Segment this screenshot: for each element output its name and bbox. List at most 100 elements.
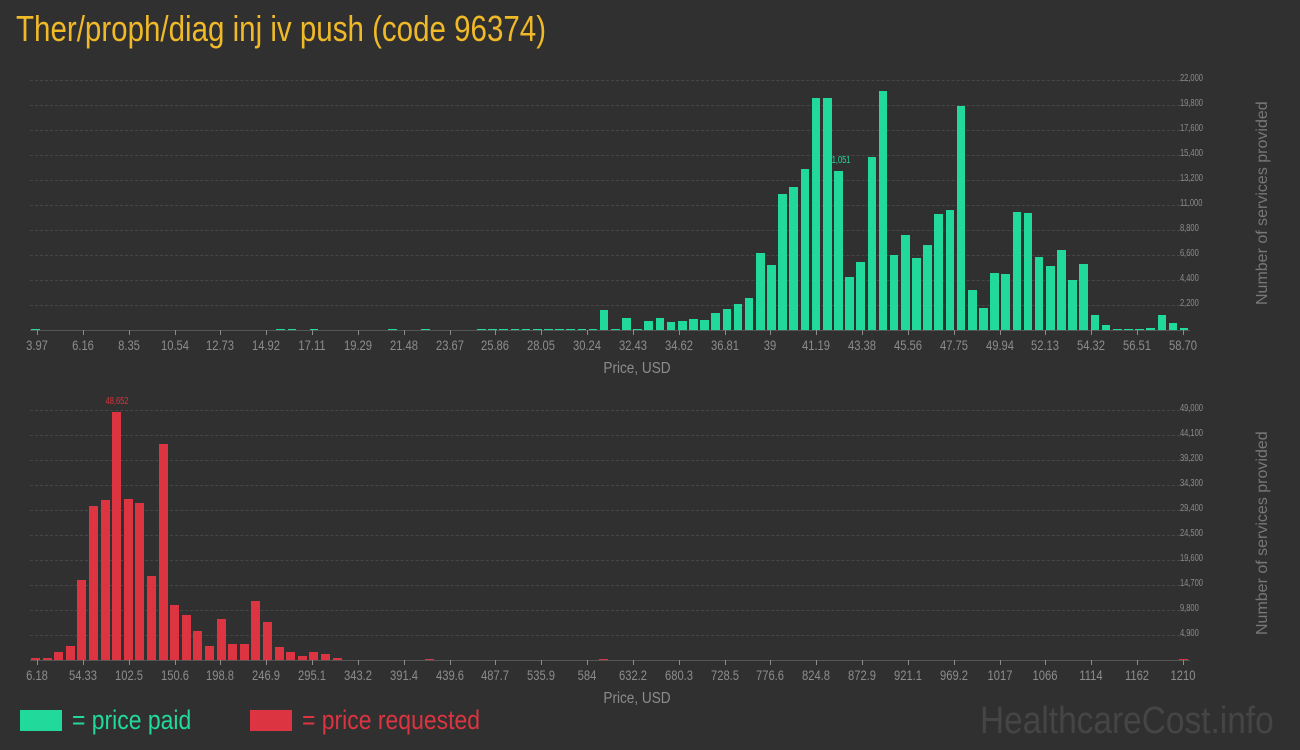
histogram-bar [599,309,609,330]
histogram-bar [611,328,620,330]
x-tick-mark [953,660,955,665]
gridline [30,230,1190,231]
histogram-bar [923,244,932,330]
x-tick-mark [312,660,314,665]
histogram-bar [112,411,122,660]
histogram-bar [1034,257,1044,330]
x-tick-mark [678,660,680,665]
x-tick-mark [266,330,268,335]
gridline [30,435,1190,436]
x-tick-mark [678,330,680,335]
y-tick-label: 39,200 [1180,453,1203,464]
x-tick-mark [724,330,726,335]
x-tick-mark [82,660,84,665]
gridline [30,585,1190,586]
price-paid-chart: 21,051 2,200 4,400 6,600 8,800 11,000 13,200 1… [26,73,1271,377]
x-tick-label: 56.51 [1123,337,1152,353]
histogram-bar [89,505,99,660]
histogram-bar [555,328,564,330]
histogram-bar [123,498,133,660]
x-tick-label: 43.38 [848,337,877,353]
histogram-bar [811,98,821,330]
histogram-bar [263,622,273,660]
x-tick-mark [632,660,634,665]
x-tick-label: 1162 [1125,667,1150,683]
x-tick-label: 8.35 [117,337,140,353]
histogram-bar [100,499,110,660]
histogram-bar [1157,315,1167,330]
histogram-bar [934,214,944,330]
x-tick-label: 150.6 [160,667,189,683]
x-tick-label: 14.92 [252,337,281,353]
x-tick-mark [37,660,38,665]
histogram-bar [1079,264,1089,330]
y-tick-label: 9,800 [1180,603,1199,614]
x-tick-mark [495,330,497,335]
histogram-bar [778,193,787,330]
x-tick-mark [174,330,176,335]
x-tick-label: 439.6 [435,667,464,683]
histogram-bar [1101,325,1111,330]
histogram-bar [1023,212,1033,330]
histogram-bar [956,106,966,330]
x-tick-mark [1137,330,1139,335]
x-tick-mark [1091,660,1093,665]
x-tick-label: 41.19 [802,337,831,353]
x-tick-label: 47.75 [939,337,968,353]
histogram-bar [577,328,587,330]
histogram-bar [499,328,509,330]
histogram-bar [147,575,157,660]
histogram-bar [228,643,238,660]
histogram-bar [1179,658,1189,660]
y-tick-label: 4,400 [1180,273,1199,284]
histogram-bar [510,328,520,330]
x-tick-mark [449,660,451,665]
x-tick-label: 969.2 [939,667,968,683]
x-tick-label: 824.8 [802,667,831,683]
histogram-bar [170,604,180,660]
x-tick-mark [770,660,772,665]
histogram-bar [205,645,215,660]
histogram-bar [677,320,687,330]
x-tick-mark [174,660,176,665]
y-tick-label: 17,600 [1180,123,1203,134]
x-tick-label: 25.86 [481,337,510,353]
x-tick-mark [403,330,405,335]
y-tick-label: 34,300 [1180,478,1203,489]
y-tick-label: 19,800 [1180,98,1203,109]
histogram-bar [1057,250,1066,330]
histogram-bar [689,319,698,330]
x-tick-label: 52.13 [1031,337,1060,353]
x-tick-label: 343.2 [343,667,372,683]
histogram-bar [800,168,810,330]
x-tick-mark [862,330,864,335]
paid-bars: 21,051 [30,80,1190,330]
histogram-bar [532,328,542,330]
paid-plot-area: 21,051 [30,80,1190,331]
histogram-bar [276,328,286,330]
x-tick-label: 19.29 [343,337,372,353]
histogram-bar [77,579,87,660]
histogram-bar [65,645,75,660]
histogram-bar [321,653,331,660]
histogram-bar [856,261,866,330]
histogram-bar [867,157,877,330]
histogram-bar [297,655,307,660]
peak-value-label: 48,652 [105,395,129,407]
x-tick-label: 36.81 [710,337,739,353]
requested-x-axis-label: Price, USD [603,690,671,707]
gridline [30,535,1190,536]
x-tick-mark [1137,660,1139,665]
x-tick-mark [1091,330,1093,335]
x-tick-label: 246.9 [252,667,281,683]
legend-requested: = price requested [250,705,511,735]
histogram-bar [901,234,910,330]
watermark-logo: HealthcareCost.info [980,700,1274,742]
x-tick-mark [1045,330,1047,335]
histogram-bar [42,658,52,660]
histogram-bar [1135,328,1144,330]
x-tick-label: 32.43 [618,337,647,353]
histogram-bar [332,657,342,660]
histogram-bar [1168,323,1178,330]
